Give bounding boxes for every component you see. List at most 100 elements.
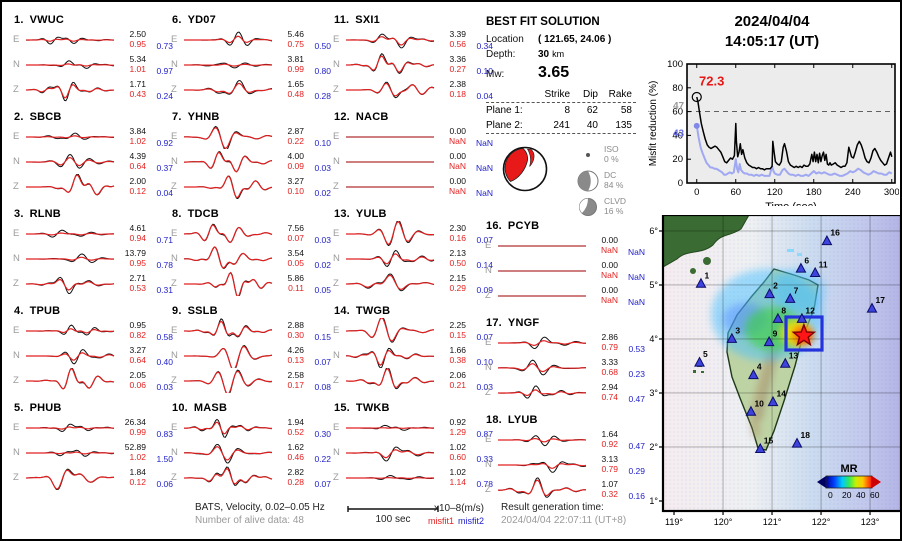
synthetic-trace <box>184 446 273 461</box>
trace-row-z: Z 3.27 0.10 0.02 <box>170 174 331 199</box>
trace-values: 1.65 0.48 <box>273 79 304 99</box>
amplitude-value: 1.65 <box>287 79 304 90</box>
amplitude-value: 1.62 <box>287 442 304 453</box>
station-block-yhnb: 7. YHNB E 2.87 0.22 0.10 N 4.00 0.09 0.03 Z 3.27 0.1… <box>170 111 331 204</box>
trace-row-n: N 2.13 0.50 0.14 <box>332 246 493 271</box>
misfit2-value: 0.03 <box>156 382 173 392</box>
misfit2-value: 0.40 <box>156 357 173 367</box>
misfit2-value: NaN <box>627 272 645 282</box>
waveform-plot <box>346 161 434 163</box>
misfit1-value: 0.99 <box>287 63 304 74</box>
waveform-plot <box>184 271 273 296</box>
waveform-plot <box>346 474 435 481</box>
station-number: 9. <box>172 305 182 317</box>
component-label: N <box>171 447 178 458</box>
synthetic-trace <box>346 36 435 46</box>
waveform-plot <box>183 246 273 270</box>
amplitude-value: 3.36 <box>449 54 466 65</box>
component-label: E <box>333 228 340 239</box>
misfit1-value: NaN <box>448 135 466 146</box>
component-label: E <box>171 34 178 45</box>
trace-row-z: Z 0.00 NaN NaN <box>484 283 645 308</box>
component-label: Z <box>13 375 19 386</box>
synthetic-trace <box>346 349 434 366</box>
misfit1-value: 0.46 <box>287 451 304 462</box>
misfit1-value: 0.48 <box>287 88 304 99</box>
waveform-plot <box>497 359 586 376</box>
amplitude-value: 3.27 <box>287 176 304 187</box>
misfit2-value: 0.33 <box>476 454 493 464</box>
misfit1-value: 0.74 <box>601 391 618 402</box>
plane1-dip: 62 <box>586 105 598 116</box>
component-label: N <box>485 265 492 276</box>
amplitude-value: 1.71 <box>129 79 146 90</box>
amplitude-value: 4.26 <box>287 345 304 356</box>
station-number: 8. <box>172 208 182 220</box>
trace-values: 1.62 0.46 <box>273 442 304 462</box>
trace-row-n: N 3.36 0.27 0.10 <box>332 52 493 77</box>
trace-row-z: Z 0.00 NaN NaN <box>332 174 493 199</box>
component-label: E <box>485 337 492 348</box>
trace-values: 1.71 0.43 <box>115 79 146 99</box>
misfit2-value: 0.15 <box>314 332 331 342</box>
trace-row-z: Z 2.38 0.18 0.04 <box>332 77 493 102</box>
trace-values: 2.15 0.29 <box>435 273 466 293</box>
misfit1-value: 0.79 <box>601 463 618 474</box>
amplitude-value: 2.13 <box>449 248 466 259</box>
trace-values: 3.33 0.68 <box>587 357 618 377</box>
station-title: 4. TPUB <box>14 305 164 317</box>
mainland-islet <box>703 257 711 265</box>
station-title: 6. YD07 <box>172 14 322 26</box>
colorbar-tick-label: 0 <box>828 490 833 500</box>
mr-grid-patch <box>797 253 802 256</box>
station-name: SSLB <box>187 305 218 317</box>
reference-value-annotation: 47 <box>673 101 685 112</box>
penghu-island <box>693 370 696 373</box>
misfit1-value: 1.29 <box>449 426 466 437</box>
misfit2-value: 0.09 <box>476 285 493 295</box>
misfit1-value: 0.06 <box>129 379 146 390</box>
component-label: Z <box>171 472 177 483</box>
trace-values: 0.00 NaN <box>435 151 466 171</box>
component-label: Z <box>333 472 339 483</box>
misfit1-value: 0.50 <box>449 257 466 268</box>
alive-data-count: Number of alive data: 48 <box>195 514 304 526</box>
trace-row-e: E 0.92 1.29 0.87 <box>332 415 493 440</box>
waveform-plot <box>346 424 434 431</box>
best-fit-solution-panel: BEST FIT SOLUTION Location ( 121.65, 24.… <box>486 16 644 220</box>
station-name: PCYB <box>507 220 540 232</box>
map-station-label-2: 2 <box>773 281 778 291</box>
trace-values: 1.07 0.32 <box>587 479 618 499</box>
misfit1-value: 0.09 <box>287 160 304 171</box>
chart-frame <box>686 63 896 184</box>
station-name: NACB <box>355 111 389 123</box>
component-label: E <box>13 422 20 433</box>
synthetic-trace <box>346 82 435 97</box>
misfit2-value: 0.07 <box>476 332 493 342</box>
amplitude-value: 4.61 <box>129 223 146 234</box>
trace-row-e: E 26.34 0.99 0.83 <box>12 415 173 440</box>
map-station-triangle-12 <box>796 312 808 323</box>
misfit1-value: 0.60 <box>449 451 466 462</box>
waveform-plot <box>183 443 273 464</box>
time-scalebar: 100 sec <box>347 505 439 525</box>
station-number: 13. <box>334 208 350 220</box>
misfit1-value: 0.07 <box>287 232 304 243</box>
observed-trace <box>183 246 273 270</box>
component-label: N <box>13 156 20 167</box>
station-number: 4. <box>14 305 24 317</box>
trace-values: 1.02 1.14 <box>435 467 466 487</box>
component-label: E <box>333 131 340 142</box>
synthetic-trace <box>346 449 434 459</box>
waveform-plot <box>498 435 587 447</box>
x-tick-label: 180 <box>806 187 822 198</box>
map-station-triangle-16 <box>821 234 833 246</box>
trace-values: 1.02 0.60 <box>435 442 466 462</box>
waveform-plot <box>346 186 434 188</box>
misfit2-value: 0.34 <box>476 41 493 51</box>
misfit1-value: 0.38 <box>449 354 466 365</box>
current-value-annotation: 72.3 <box>699 73 724 88</box>
component-label: E <box>171 228 178 239</box>
waveform-plot <box>346 318 435 343</box>
station-name: RLNB <box>29 208 61 220</box>
